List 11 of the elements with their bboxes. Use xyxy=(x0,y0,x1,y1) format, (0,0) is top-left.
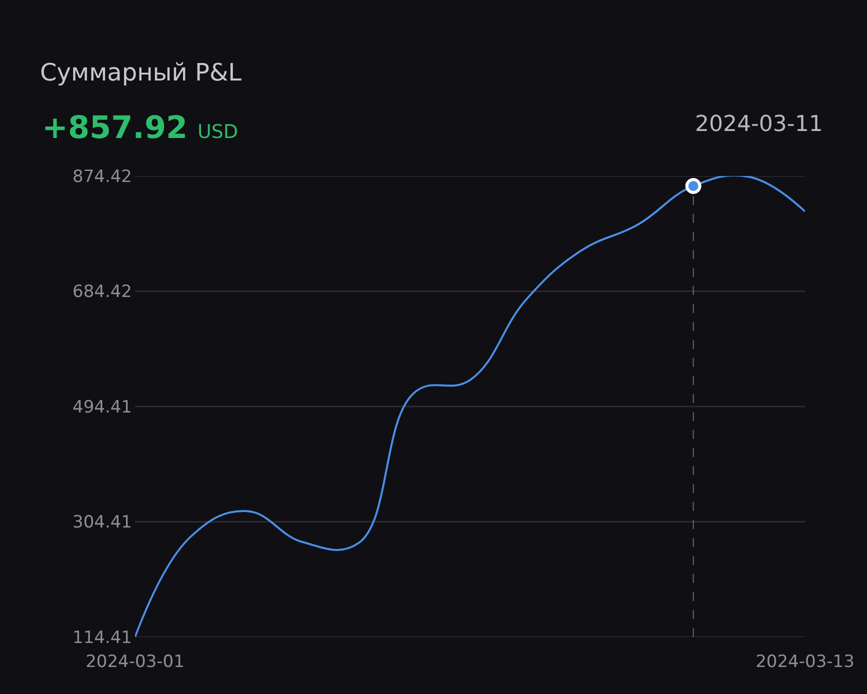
x-tick-label: 2024-03-01 xyxy=(86,652,184,672)
x-tick-label: 2024-03-13 xyxy=(756,652,854,672)
y-tick-label: 494.41 xyxy=(72,397,132,418)
y-tick-label: 874.42 xyxy=(72,166,132,187)
ref-line-label: 2024-03-11 xyxy=(695,112,823,137)
chart-subtitle: +857.92 USD xyxy=(42,110,238,146)
line-series xyxy=(135,176,805,637)
y-tick-label: 304.41 xyxy=(72,512,132,533)
chart-title: Суммарный P&L xyxy=(40,58,242,86)
y-tick-label: 114.41 xyxy=(72,628,132,648)
y-tick-label: 684.42 xyxy=(72,282,132,302)
